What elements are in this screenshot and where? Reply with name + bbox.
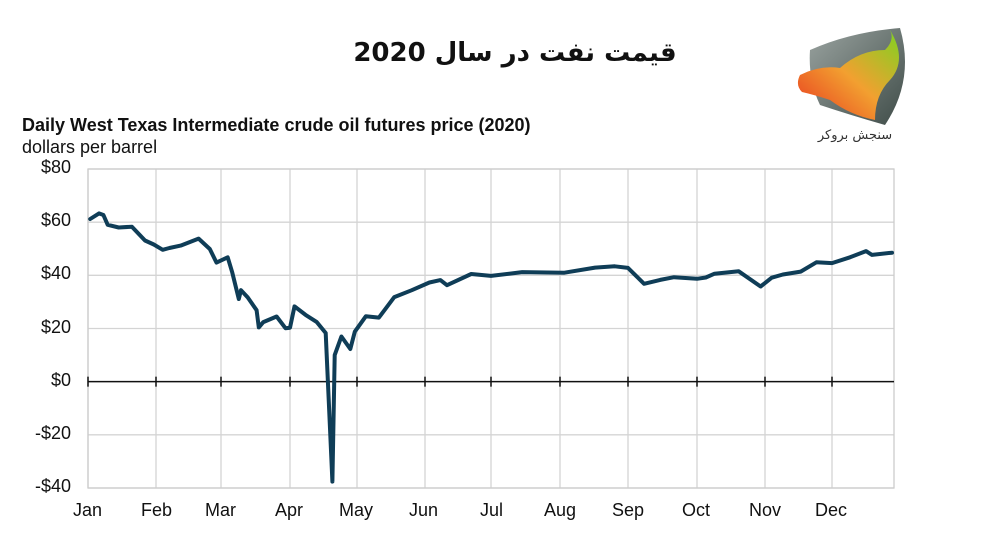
x-tick-label: Oct [682,500,711,520]
broker-logo-icon [797,28,905,125]
price-line [88,211,894,484]
x-tick-label: Jan [73,500,103,520]
x-tick-label: Nov [749,500,782,520]
y-tick-label: -$20 [34,423,71,443]
x-tick-label: Dec [815,500,848,520]
y-tick-label: $60 [40,210,71,230]
y-tick-label: $40 [40,263,71,283]
plot-frame [87,168,895,489]
x-tick-label: Feb [141,500,173,520]
x-tick-label: May [339,500,374,520]
x-tick-label: Sep [612,500,645,520]
chart-title: Daily West Texas Intermediate crude oil … [22,115,531,135]
x-tick-label: Jul [480,500,504,520]
logo-text: سنجش بروکر [817,128,893,143]
chart-subtitle: dollars per barrel [22,137,158,157]
x-tick-label: Jun [409,500,439,520]
x-tick-label: Mar [205,500,236,520]
x-tick-label: Aug [544,500,577,520]
y-tick-label: $0 [50,370,71,390]
y-tick-label: $20 [40,317,71,337]
page-title-persian: قیمت نفت در سال 2020 [353,38,677,68]
y-tick-label: $80 [40,157,71,177]
x-tick-label: Apr [275,500,304,520]
y-tick-label: -$40 [34,476,71,496]
